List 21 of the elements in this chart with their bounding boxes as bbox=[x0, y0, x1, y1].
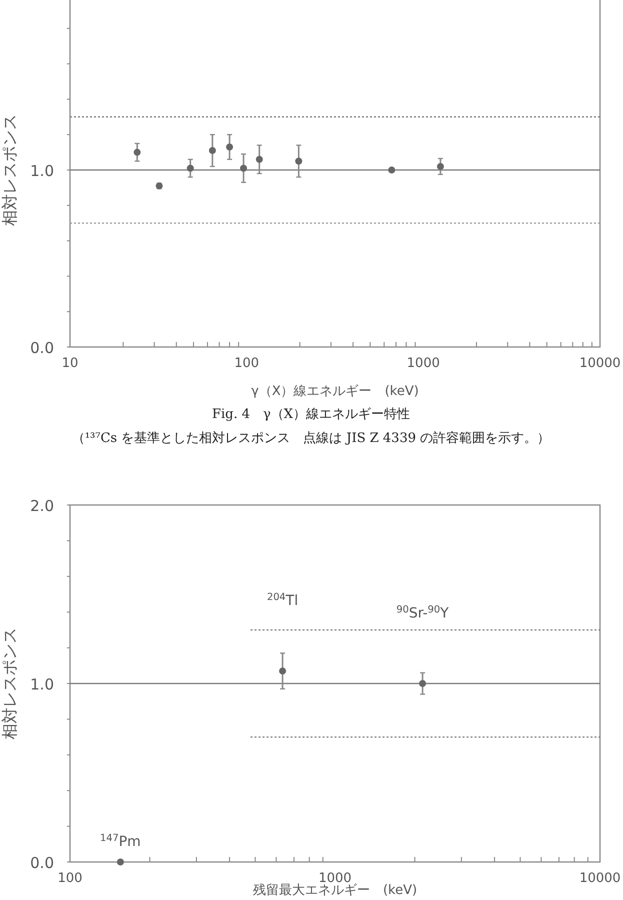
y-tick-label: 0.0 bbox=[30, 854, 54, 872]
y-tick-label: 1.0 bbox=[30, 676, 54, 694]
x-tick-label: 1000 bbox=[318, 871, 352, 886]
y-tick-label: 0.0 bbox=[30, 339, 54, 357]
x-tick-label: 1000 bbox=[406, 356, 440, 371]
text: （¹³⁷Cs を基準とした相対レスポンス 点線は JIS Z 4339 の許容範囲を示す。） bbox=[72, 430, 550, 446]
x-tick-label: 100 bbox=[58, 871, 82, 886]
x-tick-label: 10000 bbox=[579, 871, 621, 886]
x-tick-label: 10 bbox=[62, 356, 78, 371]
annotation: $^{90}$Sr-$^{90}$Y bbox=[396, 604, 450, 622]
x-axis-title: γ（X）線エネルギー (keV) bbox=[251, 384, 419, 399]
y-tick-label: 2.0 bbox=[30, 497, 54, 515]
annotation: $^{204}$Tl bbox=[266, 592, 298, 610]
annotation: $^{147}$Pm bbox=[100, 832, 141, 850]
x-axis-title: 残留最大エネルギー (keV) bbox=[252, 883, 418, 898]
y-axis-title: 相対レスポンス bbox=[0, 628, 19, 740]
x-tick-label: 10000 bbox=[579, 356, 621, 371]
y-axis-title: 相対レスポンス bbox=[0, 114, 19, 226]
y-tick-label: 1.0 bbox=[30, 162, 54, 180]
caption: Fig. 4 γ（X）線エネルギー特性 bbox=[212, 407, 410, 422]
x-tick-label: 100 bbox=[234, 356, 260, 371]
